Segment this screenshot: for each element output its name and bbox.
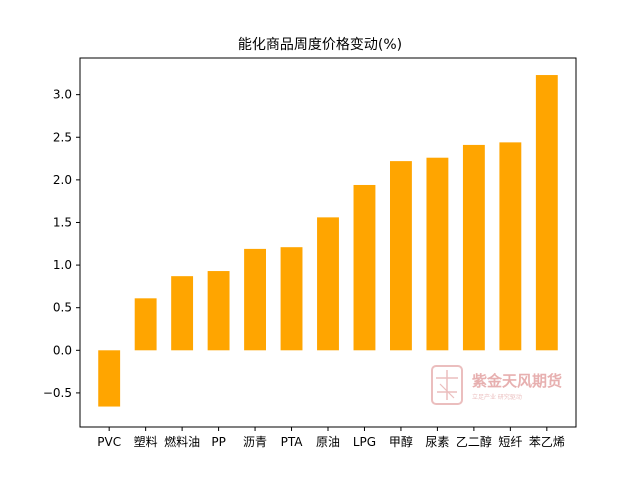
x-tick-label: 燃料油 [164, 434, 200, 449]
watermark-seal-icon [431, 365, 463, 405]
x-tick-label: 乙二醇 [456, 434, 492, 449]
y-tick-label: 0.5 [53, 301, 72, 315]
y-axis: −0.5 0.0 0.5 1.0 1.5 2.0 2.5 3.0 [43, 88, 80, 400]
x-tick-label: 塑料 [134, 434, 158, 449]
bar-11 [499, 142, 522, 351]
y-tick-label: −0.5 [43, 386, 72, 400]
watermark-tagline: 立足产业 研究驱动 [472, 393, 522, 401]
x-axis: PVC 塑料 燃料油 PP 沥青 PTA 原油 LPG 甲醇 尿素 乙二醇 短纤 苯乙烯 [97, 427, 565, 449]
y-tick-label: 2.5 [53, 130, 72, 144]
x-tick-label: 甲醇 [389, 434, 413, 449]
bar-10 [462, 144, 485, 351]
bar-6 [317, 217, 339, 351]
bar-4 [244, 248, 266, 351]
bars-group [98, 75, 558, 407]
y-tick-label: 1.5 [53, 215, 72, 229]
x-tick-label: 尿素 [425, 435, 449, 449]
bar-8 [390, 161, 412, 351]
bar-2 [171, 276, 194, 351]
bar-9 [426, 157, 449, 351]
x-tick-label: LPG [353, 435, 376, 449]
watermark: 紫金天风期货 立足产业 研究驱动 [431, 365, 562, 405]
y-tick-label: 1.0 [53, 258, 72, 272]
bar-1 [134, 298, 157, 351]
x-tick-label: 原油 [316, 435, 340, 449]
chart-title: 能化商品周度价格变动(%) [238, 37, 402, 53]
bar-12 [535, 75, 558, 351]
bar-5 [280, 247, 303, 351]
x-tick-label: PVC [97, 435, 121, 449]
x-tick-label: PP [211, 435, 225, 449]
bar-7 [353, 184, 376, 351]
watermark-name: 紫金天风期货 [472, 372, 562, 390]
y-tick-label: 2.0 [53, 173, 72, 187]
y-tick-label: 3.0 [53, 88, 72, 102]
x-tick-label: PTA [281, 435, 304, 449]
bar-0 [98, 350, 121, 407]
bar-3 [207, 271, 230, 351]
plot-frame [79, 57, 577, 428]
x-tick-label: 沥青 [243, 435, 267, 449]
x-tick-label: 短纤 [498, 435, 522, 449]
y-tick-label: 0.0 [53, 343, 72, 357]
x-tick-label: 苯乙烯 [529, 435, 565, 449]
